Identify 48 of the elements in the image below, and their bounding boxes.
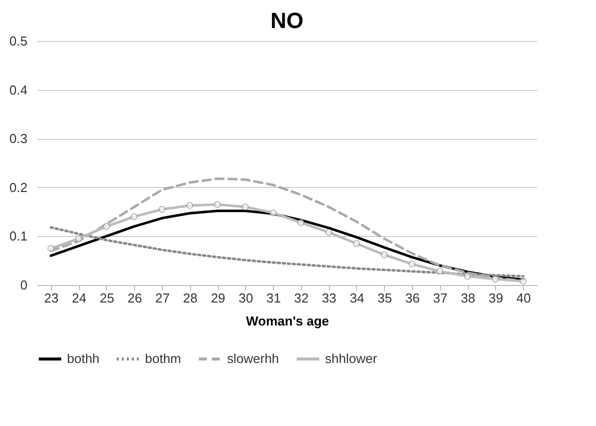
y-tick-label: 0.3 — [9, 131, 28, 146]
point — [242, 203, 249, 210]
x-tick-label: 36 — [405, 290, 420, 306]
x-tick-label: 29 — [210, 290, 226, 306]
x-tick-label: 37 — [433, 290, 448, 306]
point — [325, 228, 332, 236]
point — [186, 202, 194, 209]
x-axis-title: Woman's age — [246, 314, 330, 328]
x-tick-label: 24 — [72, 290, 86, 306]
point — [464, 272, 472, 280]
x-tick-label: 39 — [488, 290, 504, 306]
y-tick-label: 0.5 — [9, 34, 28, 48]
point — [214, 201, 222, 208]
x-tick-label: 40 — [516, 290, 531, 306]
legend-label: slowerhh — [227, 351, 280, 366]
point — [75, 235, 82, 242]
x-tick-label: 31 — [266, 290, 281, 306]
point — [436, 268, 444, 275]
legend-label: shhlower — [325, 351, 378, 366]
x-tick-label: 34 — [350, 290, 364, 306]
point — [380, 251, 388, 258]
x-tick-label: 26 — [127, 290, 142, 306]
point — [270, 209, 277, 216]
point — [102, 222, 110, 230]
x-tick-label: 33 — [322, 290, 336, 306]
x-tick-label: 23 — [44, 290, 59, 306]
legend-label: bothh — [67, 351, 100, 366]
x-tick-label: 28 — [183, 290, 198, 306]
point — [520, 278, 527, 285]
y-tick-label: 0.1 — [9, 228, 28, 244]
chart-title: NO — [270, 8, 304, 33]
x-tick-label: 25 — [100, 290, 114, 306]
legend-label: bothm — [145, 351, 182, 366]
x-tick-label: 35 — [377, 290, 392, 306]
y-tick-label: 0.2 — [9, 180, 28, 195]
point — [492, 276, 499, 283]
x-tick-label: 27 — [155, 290, 170, 306]
point — [47, 244, 54, 252]
point — [408, 260, 416, 268]
x-tick-label: 38 — [460, 290, 476, 306]
point — [158, 206, 166, 213]
point — [352, 240, 360, 247]
point — [297, 219, 304, 226]
x-tick-label: 30 — [238, 290, 254, 306]
x-tick-label: 32 — [294, 290, 309, 306]
point — [130, 213, 138, 220]
y-tick-label: 0.4 — [9, 82, 28, 98]
y-tick-label: 0 — [20, 278, 28, 292]
